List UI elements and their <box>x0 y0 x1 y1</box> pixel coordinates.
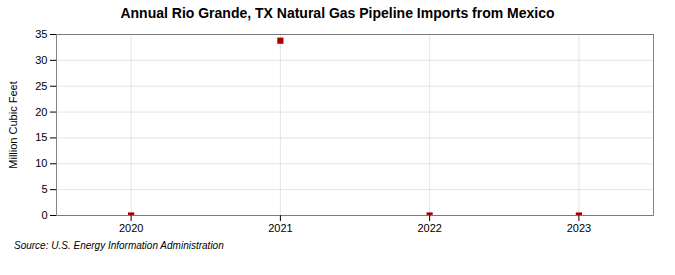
svg-text:15: 15 <box>35 131 47 143</box>
svg-text:35: 35 <box>35 28 47 40</box>
svg-text:30: 30 <box>35 54 47 66</box>
svg-text:25: 25 <box>35 80 47 92</box>
svg-text:20: 20 <box>35 106 47 118</box>
html-text:Annual Rio Grande, TX Natural: Annual Rio Grande, TX Natural Gas Pipeli… <box>120 5 555 21</box>
svg-text:2021: 2021 <box>268 222 292 234</box>
svg-text:0: 0 <box>41 209 47 221</box>
svg-text:10: 10 <box>35 157 47 169</box>
svg-text:2022: 2022 <box>417 222 441 234</box>
svg-text:2020: 2020 <box>119 222 143 234</box>
svg-text:5: 5 <box>41 183 47 195</box>
html-text:Source: U.S. Energy Informatio: Source: U.S. Energy Information Administ… <box>14 240 224 251</box>
svg-text:2023: 2023 <box>567 222 591 234</box>
svg-text:Million Cubic Feet: Million Cubic Feet <box>7 81 19 168</box>
